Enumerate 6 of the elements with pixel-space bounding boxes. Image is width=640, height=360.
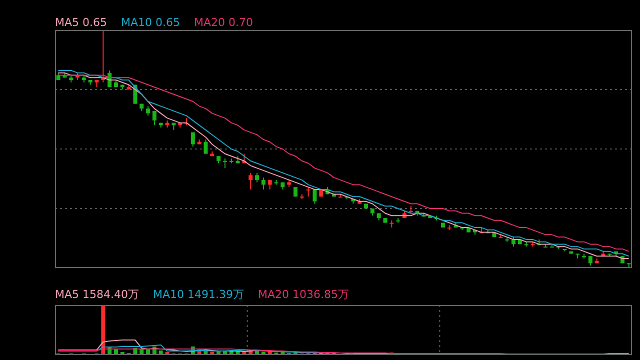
text: MA10 0.65	[121, 16, 180, 29]
text: MA20 0.70	[194, 16, 254, 29]
text: MA5 0.65	[55, 16, 108, 29]
text: MA10 1491.39万	[153, 287, 244, 302]
text: MA5 1584.40万	[55, 287, 139, 302]
text: MA20 1036.85万	[258, 287, 349, 302]
